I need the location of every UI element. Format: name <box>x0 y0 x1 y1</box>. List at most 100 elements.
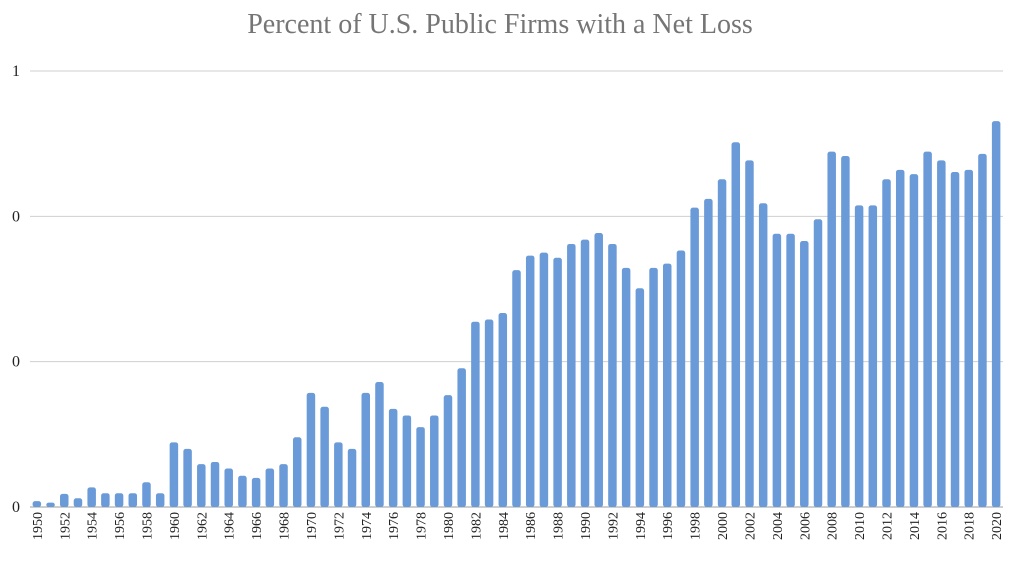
x-tick-label: 1958 <box>140 512 155 540</box>
x-tick-label: 1978 <box>415 512 430 540</box>
bar-1984 <box>498 312 508 507</box>
bar-2004 <box>772 233 782 508</box>
bar-1999 <box>704 198 713 508</box>
bar-1976 <box>388 408 398 507</box>
bar-1971 <box>320 406 329 507</box>
x-tick-label: 1980 <box>442 512 457 540</box>
bar-1980 <box>443 395 453 507</box>
x-tick-label: 2004 <box>771 512 786 540</box>
chart-title: Percent of U.S. Public Firms with a Net … <box>247 9 753 40</box>
x-tick-label: 1986 <box>524 512 539 540</box>
bar-1970 <box>306 392 316 507</box>
y-axis-tick-labels: 0 0 0 1 <box>12 63 20 516</box>
x-tick-label: 1968 <box>278 512 293 540</box>
bar-1988 <box>553 257 562 507</box>
bar-1989 <box>567 243 576 508</box>
bar-2010 <box>854 205 864 507</box>
bar-2005 <box>786 233 795 508</box>
bar-1965 <box>238 475 247 507</box>
bar-1985 <box>512 270 521 507</box>
x-tick-label: 2016 <box>935 512 950 540</box>
bar-2008 <box>827 151 836 507</box>
x-tick-label: 1976 <box>387 512 402 540</box>
bar-1956 <box>114 493 124 507</box>
x-tick-label: 2010 <box>853 512 868 540</box>
x-axis-tick-labels: 1950 1952 1954 1956 1958 1960 1962 1964 1966 1968… <box>31 512 1005 540</box>
bar-2015 <box>923 151 932 507</box>
bar-1962 <box>197 464 206 507</box>
bar-1959 <box>155 493 165 507</box>
x-tick-label: 2014 <box>908 512 923 540</box>
x-tick-label: 1998 <box>689 512 704 540</box>
bar-1961 <box>183 448 192 507</box>
bar-1954 <box>87 487 96 507</box>
x-tick-label: 1962 <box>195 512 210 540</box>
x-tick-label: 1960 <box>168 512 183 540</box>
bar-1964 <box>224 468 233 507</box>
x-tick-label: 1984 <box>497 512 512 540</box>
x-tick-label: 1966 <box>250 512 265 540</box>
x-tick-label: 1972 <box>332 512 347 540</box>
x-tick-label: 1964 <box>223 512 238 540</box>
bar-1994 <box>635 288 645 507</box>
bar-2006 <box>800 241 809 508</box>
bar-2002 <box>745 160 754 507</box>
bar-1957 <box>128 493 138 507</box>
bar-2011 <box>868 205 878 507</box>
x-tick-label: 1970 <box>305 512 320 540</box>
bar-1952 <box>60 493 69 507</box>
bar-1982 <box>471 321 480 507</box>
bar-2000 <box>717 179 727 508</box>
bar-1975 <box>375 382 384 507</box>
x-tick-label: 2000 <box>716 512 731 540</box>
x-tick-label: 2012 <box>881 512 896 540</box>
y-tick-label: 0 <box>12 354 20 371</box>
bar-1963 <box>210 461 220 507</box>
bar-1974 <box>361 392 371 507</box>
bar-1979 <box>430 415 439 507</box>
bar-2007 <box>813 219 823 508</box>
bar-1995 <box>649 267 658 507</box>
x-tick-label: 1954 <box>86 512 101 540</box>
bar-1998 <box>690 207 699 507</box>
bar-1951 <box>46 502 55 507</box>
bar-1986 <box>525 255 535 507</box>
bar-2009 <box>841 156 850 507</box>
bar-1997 <box>676 250 686 507</box>
x-tick-label: 1994 <box>634 512 649 540</box>
bar-1983 <box>484 319 494 507</box>
bar-1960 <box>169 442 179 507</box>
x-tick-label: 2008 <box>826 512 841 540</box>
bar-2012 <box>882 179 891 508</box>
bar-1953 <box>73 498 83 507</box>
bar-2019 <box>978 153 987 507</box>
bar-2017 <box>950 172 960 508</box>
bar-1973 <box>347 448 357 507</box>
x-tick-label: 1988 <box>552 512 567 540</box>
bar-1990 <box>580 239 590 507</box>
bar-1969 <box>292 437 302 507</box>
y-tick-label: 1 <box>12 63 20 80</box>
bar-1978 <box>416 427 425 507</box>
bar-2001 <box>731 142 741 508</box>
x-tick-label: 2018 <box>963 512 978 540</box>
bar-1993 <box>621 267 631 507</box>
bar-1968 <box>279 464 288 507</box>
x-tick-label: 2002 <box>743 512 758 540</box>
bar-1991 <box>594 233 603 507</box>
x-tick-label: 1996 <box>661 512 676 540</box>
bar-1996 <box>662 263 672 507</box>
x-tick-label: 1950 <box>31 512 46 540</box>
bar-1955 <box>101 493 110 507</box>
bar-2016 <box>937 160 946 507</box>
x-tick-label: 1990 <box>579 512 594 540</box>
x-tick-label: 2006 <box>798 512 813 540</box>
bar-2018 <box>964 169 973 507</box>
bar-1992 <box>608 243 617 508</box>
bar-2020 <box>991 121 1001 507</box>
x-tick-label: 1952 <box>58 512 73 540</box>
bar-1966 <box>251 477 261 507</box>
bar-1981 <box>457 368 466 507</box>
y-tick-label: 0 <box>12 208 20 225</box>
